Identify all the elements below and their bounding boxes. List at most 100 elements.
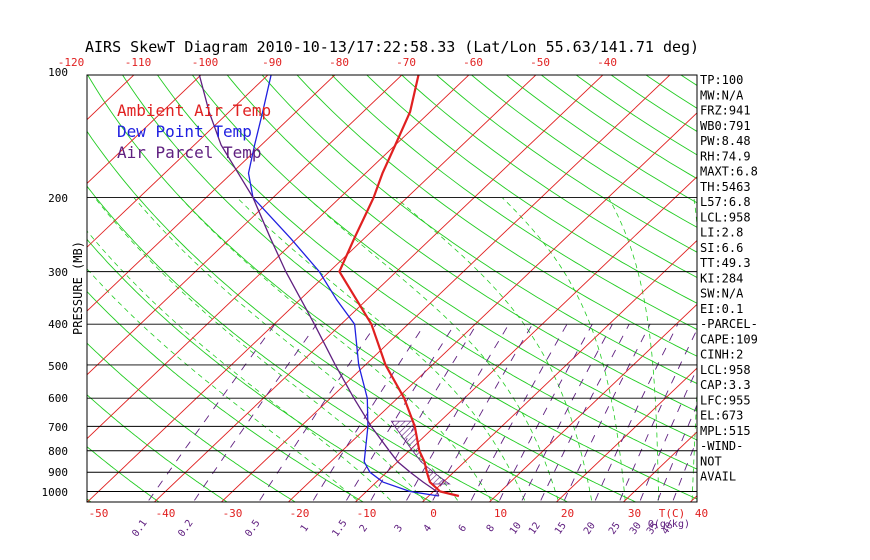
moist-adiabat xyxy=(133,197,458,501)
isotherm xyxy=(488,303,697,502)
mixing-ratio-label: 1 xyxy=(299,523,311,534)
isotherm xyxy=(0,62,14,503)
bottom-temp-tick-label: 0 xyxy=(430,507,437,520)
x-axis-label: T(C) xyxy=(659,507,686,520)
mixing-ratio-label: 3 xyxy=(393,523,405,534)
mixing-ratio-line xyxy=(657,403,697,501)
index-item: RH:74.9 xyxy=(700,149,751,163)
chart-title: AIRS SkewT Diagram 2010-10-13/17:22:58.3… xyxy=(85,38,699,56)
moist-adiabat xyxy=(608,197,659,501)
legend-entry: Air Parcel Temp xyxy=(117,143,262,162)
isotherm xyxy=(87,75,403,376)
moist-adiabat xyxy=(87,230,391,501)
index-item: LCL:958 xyxy=(700,363,751,377)
pressure-tick-label: 1000 xyxy=(42,486,69,499)
dry-adiabat xyxy=(401,75,697,279)
legend: Ambient Air Temp Dew Point Temp Air Parcel… xyxy=(117,101,271,162)
grid-layer xyxy=(0,62,697,503)
mixing-ratio-label: 12 xyxy=(527,520,543,536)
mixing-ratio-label: 0.2 xyxy=(176,518,195,539)
pressure-tick-label: 100 xyxy=(48,66,68,79)
mixing-ratio-line xyxy=(639,367,697,501)
bottom-temp-tick-label: -30 xyxy=(223,507,243,520)
index-item: KI:284 xyxy=(700,271,743,285)
index-item: EI:0.1 xyxy=(700,302,743,316)
index-item: TT:49.3 xyxy=(700,256,751,270)
moist-adiabat xyxy=(236,197,525,501)
top-temp-tick-label: -90 xyxy=(262,56,282,69)
mixing-ratio-label: 25 xyxy=(607,520,623,536)
dry-adiabat xyxy=(470,75,697,228)
index-item: FRZ:941 xyxy=(700,104,751,118)
mixing-ratio-line xyxy=(346,323,456,501)
isotherm xyxy=(153,75,604,502)
index-item: CAP:3.3 xyxy=(700,378,751,392)
index-item: SW:N/A xyxy=(700,287,744,301)
plot-frame xyxy=(86,74,698,503)
top-temp-tick-label: -120 xyxy=(58,56,85,69)
mixing-ratio-line xyxy=(406,323,510,501)
mixing-ratio-label: 0.5 xyxy=(243,518,262,539)
index-item: -WIND- xyxy=(700,439,743,453)
pressure-tick-label: 400 xyxy=(48,318,68,331)
mixing-ratio-line xyxy=(470,323,568,501)
pressure-tick-label: 500 xyxy=(48,360,68,373)
mixing-ratio-line xyxy=(194,323,317,501)
isotherm xyxy=(421,239,697,502)
dry-adiabat xyxy=(261,75,697,385)
dry-adiabat xyxy=(296,75,697,357)
bottom-temp-tick-label: -50 xyxy=(89,507,109,520)
dry-adiabat xyxy=(191,75,697,441)
isotherm xyxy=(555,367,697,502)
mixing-ratio-line xyxy=(259,323,377,501)
series-line-3 xyxy=(198,75,440,497)
pressure-tick-label: 800 xyxy=(48,445,68,458)
moist-adiabat xyxy=(395,197,592,501)
legend-entry: Ambient Air Temp xyxy=(117,101,271,120)
index-item: CAPE:109 xyxy=(700,332,758,346)
bottom-temp-tick-label: 40 xyxy=(695,507,708,520)
index-item: MAXT:6.8 xyxy=(700,165,758,179)
mixing-ratio-label: 8 xyxy=(485,523,497,534)
legend-entry: Dew Point Temp xyxy=(117,122,252,141)
isotherm xyxy=(87,75,470,440)
mixing-ratio-line xyxy=(540,323,630,501)
dry-adiabat xyxy=(435,75,697,253)
mixing-ratio-label: 10 xyxy=(508,520,524,536)
index-item: MW:N/A xyxy=(700,88,744,102)
curve-layer xyxy=(198,75,460,498)
index-item: NOT xyxy=(700,454,722,468)
dry-adiabat xyxy=(366,75,697,304)
moist-adiabat xyxy=(94,197,425,501)
bottom-temp-tick-label: -10 xyxy=(357,507,377,520)
pressure-tick-label: 700 xyxy=(48,421,68,434)
top-temp-tick-label: -40 xyxy=(597,56,617,69)
pressure-tick-label: 600 xyxy=(48,392,68,405)
mixing-ratio-label: 1.5 xyxy=(330,518,349,539)
mixing-ratio-line xyxy=(521,323,613,501)
index-item: TP:100 xyxy=(700,73,743,87)
series-line-1 xyxy=(338,75,460,498)
index-item: SI:6.6 xyxy=(700,241,743,255)
pressure-tick-label: 900 xyxy=(48,466,68,479)
isotherm xyxy=(287,112,697,502)
isotherm xyxy=(87,75,537,502)
index-item: PW:8.48 xyxy=(700,134,751,148)
dry-adiabat xyxy=(226,75,697,412)
mixing-ratio-line xyxy=(312,323,426,501)
bottom-temp-tick-label: 10 xyxy=(494,507,507,520)
mixing-ratio-label: 0.1 xyxy=(130,518,149,539)
index-item: LCL:958 xyxy=(700,210,751,224)
mixing-ratio-line xyxy=(563,323,651,501)
isotherm xyxy=(0,62,81,503)
isotherm xyxy=(220,75,671,502)
top-temp-tick-label: -80 xyxy=(329,56,349,69)
index-item: -PARCEL- xyxy=(700,317,758,331)
mixing-ratio-line xyxy=(148,323,276,501)
bottom-temp-tick-label: -40 xyxy=(156,507,176,520)
index-item: MPL:515 xyxy=(700,424,751,438)
index-item: LI:2.8 xyxy=(700,226,743,240)
mixing-ratio-label: 15 xyxy=(553,520,569,536)
